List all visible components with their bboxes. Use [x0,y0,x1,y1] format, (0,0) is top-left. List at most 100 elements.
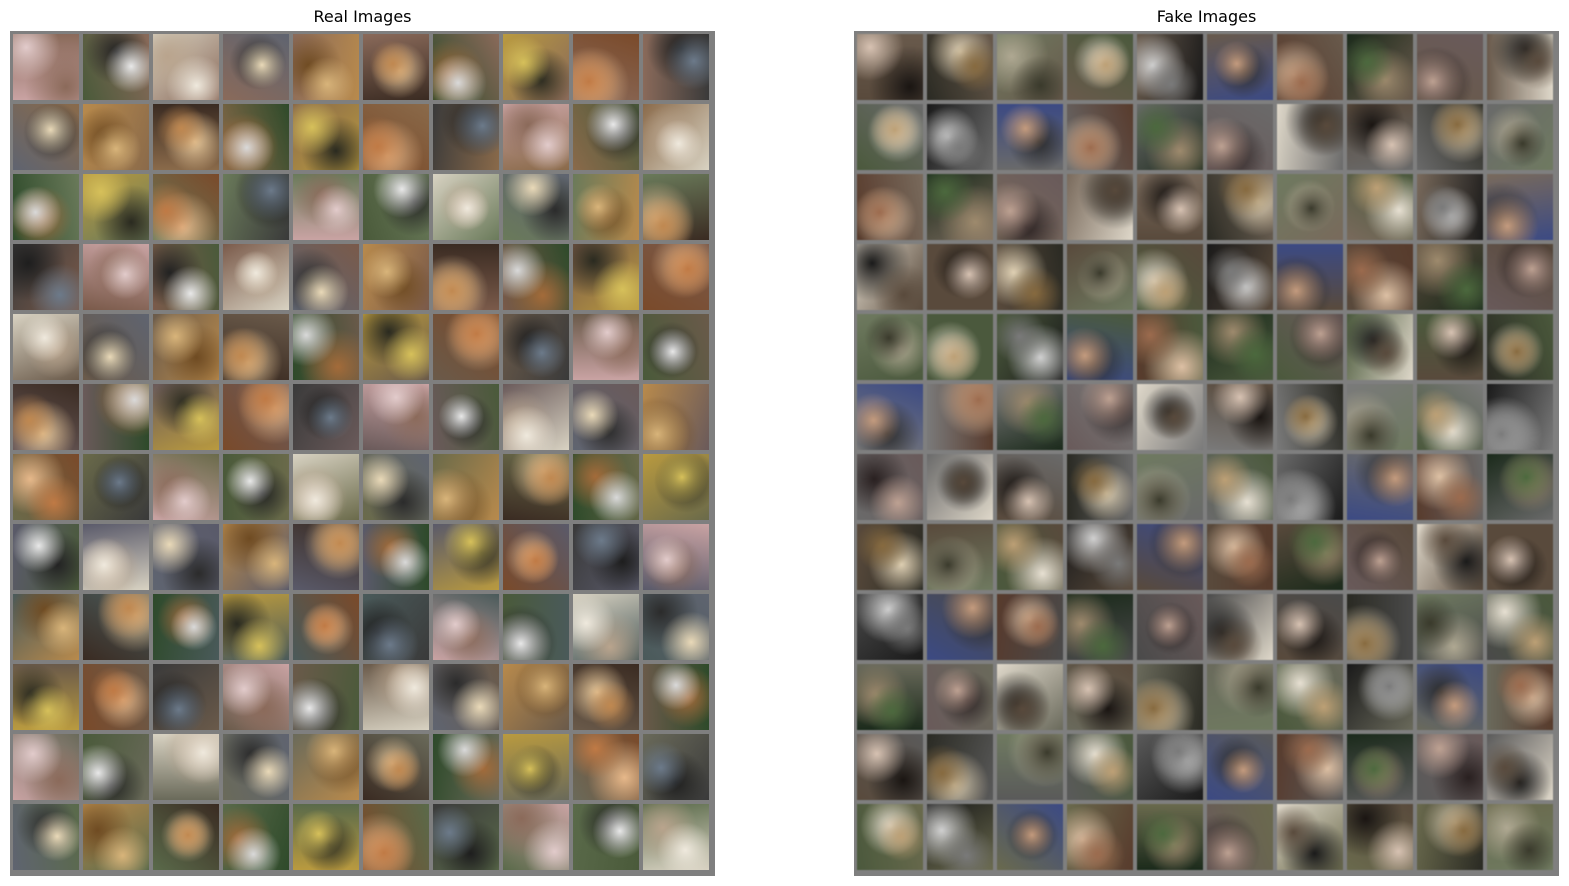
real-image-tile [573,524,639,590]
real-image-tile [223,314,289,380]
fake-image-tile [1347,384,1413,450]
fake-image-tile [1137,664,1203,730]
fake-image-tile [1067,104,1133,170]
real-image-tile [503,734,569,800]
real-image-tile [363,734,429,800]
real-image-tile [363,244,429,310]
real-images-grid [13,34,709,870]
real-image-tile [83,524,149,590]
fake-image-tile [927,664,993,730]
fake-image-tile [1067,664,1133,730]
fake-image-tile [1417,664,1483,730]
fake-image-tile [1207,804,1273,870]
real-image-tile [153,734,219,800]
fake-image-tile [1277,174,1343,240]
real-image-tile [13,384,79,450]
fake-image-tile [1277,34,1343,100]
fake-image-tile [1417,804,1483,870]
real-image-tile [223,524,289,590]
real-image-tile [223,594,289,660]
fake-image-tile [857,314,923,380]
real-image-tile [503,174,569,240]
real-image-tile [153,594,219,660]
fake-image-tile [1347,34,1413,100]
real-image-tile [643,314,709,380]
real-image-tile [573,174,639,240]
real-image-tile [503,244,569,310]
real-image-tile [573,734,639,800]
real-image-tile [153,664,219,730]
fake-image-tile [1207,734,1273,800]
real-image-tile [363,804,429,870]
fake-image-tile [1137,244,1203,310]
real-image-tile [83,244,149,310]
fake-image-tile [857,454,923,520]
real-image-tile [13,244,79,310]
fake-image-tile [997,594,1063,660]
fake-image-tile [1347,244,1413,310]
fake-image-tile [997,454,1063,520]
fake-image-tile [1207,594,1273,660]
fake-images-grid-frame [854,31,1559,876]
real-image-tile [153,524,219,590]
fake-image-tile [1277,314,1343,380]
real-image-tile [503,804,569,870]
real-image-tile [83,594,149,660]
real-image-tile [293,104,359,170]
real-image-tile [503,594,569,660]
real-image-tile [83,314,149,380]
fake-image-tile [1137,384,1203,450]
real-image-tile [293,594,359,660]
fake-image-tile [1207,384,1273,450]
real-image-tile [13,664,79,730]
fake-image-tile [857,384,923,450]
real-image-tile [643,34,709,100]
real-image-tile [503,664,569,730]
real-image-tile [293,314,359,380]
fake-image-tile [997,244,1063,310]
real-image-tile [223,244,289,310]
fake-image-tile [1417,734,1483,800]
real-image-tile [573,384,639,450]
fake-image-tile [1067,524,1133,590]
fake-image-tile [1487,314,1553,380]
real-image-tile [573,244,639,310]
real-image-tile [363,104,429,170]
real-image-tile [433,734,499,800]
real-image-tile [433,454,499,520]
real-image-tile [293,734,359,800]
real-image-tile [153,34,219,100]
real-image-tile [363,384,429,450]
fake-image-tile [1067,734,1133,800]
fake-image-tile [1417,594,1483,660]
fake-image-tile [997,34,1063,100]
fake-image-tile [1137,174,1203,240]
real-image-tile [573,34,639,100]
real-image-tile [643,384,709,450]
real-image-tile [503,454,569,520]
fake-image-tile [1137,734,1203,800]
fake-image-tile [1417,384,1483,450]
fake-image-tile [997,804,1063,870]
real-image-tile [153,454,219,520]
real-image-tile [503,34,569,100]
fake-image-tile [997,314,1063,380]
real-image-tile [223,174,289,240]
real-image-tile [83,384,149,450]
real-image-tile [643,664,709,730]
real-image-tile [13,594,79,660]
real-image-tile [643,594,709,660]
real-image-tile [643,174,709,240]
fake-image-tile [927,244,993,310]
fake-image-tile [927,384,993,450]
fake-image-tile [1137,524,1203,590]
fake-image-tile [1277,384,1343,450]
real-image-tile [363,174,429,240]
real-image-tile [363,454,429,520]
real-image-tile [573,314,639,380]
real-image-tile [643,734,709,800]
real-image-tile [433,664,499,730]
fake-image-tile [1207,454,1273,520]
fake-image-tile [1207,524,1273,590]
real-image-tile [433,244,499,310]
